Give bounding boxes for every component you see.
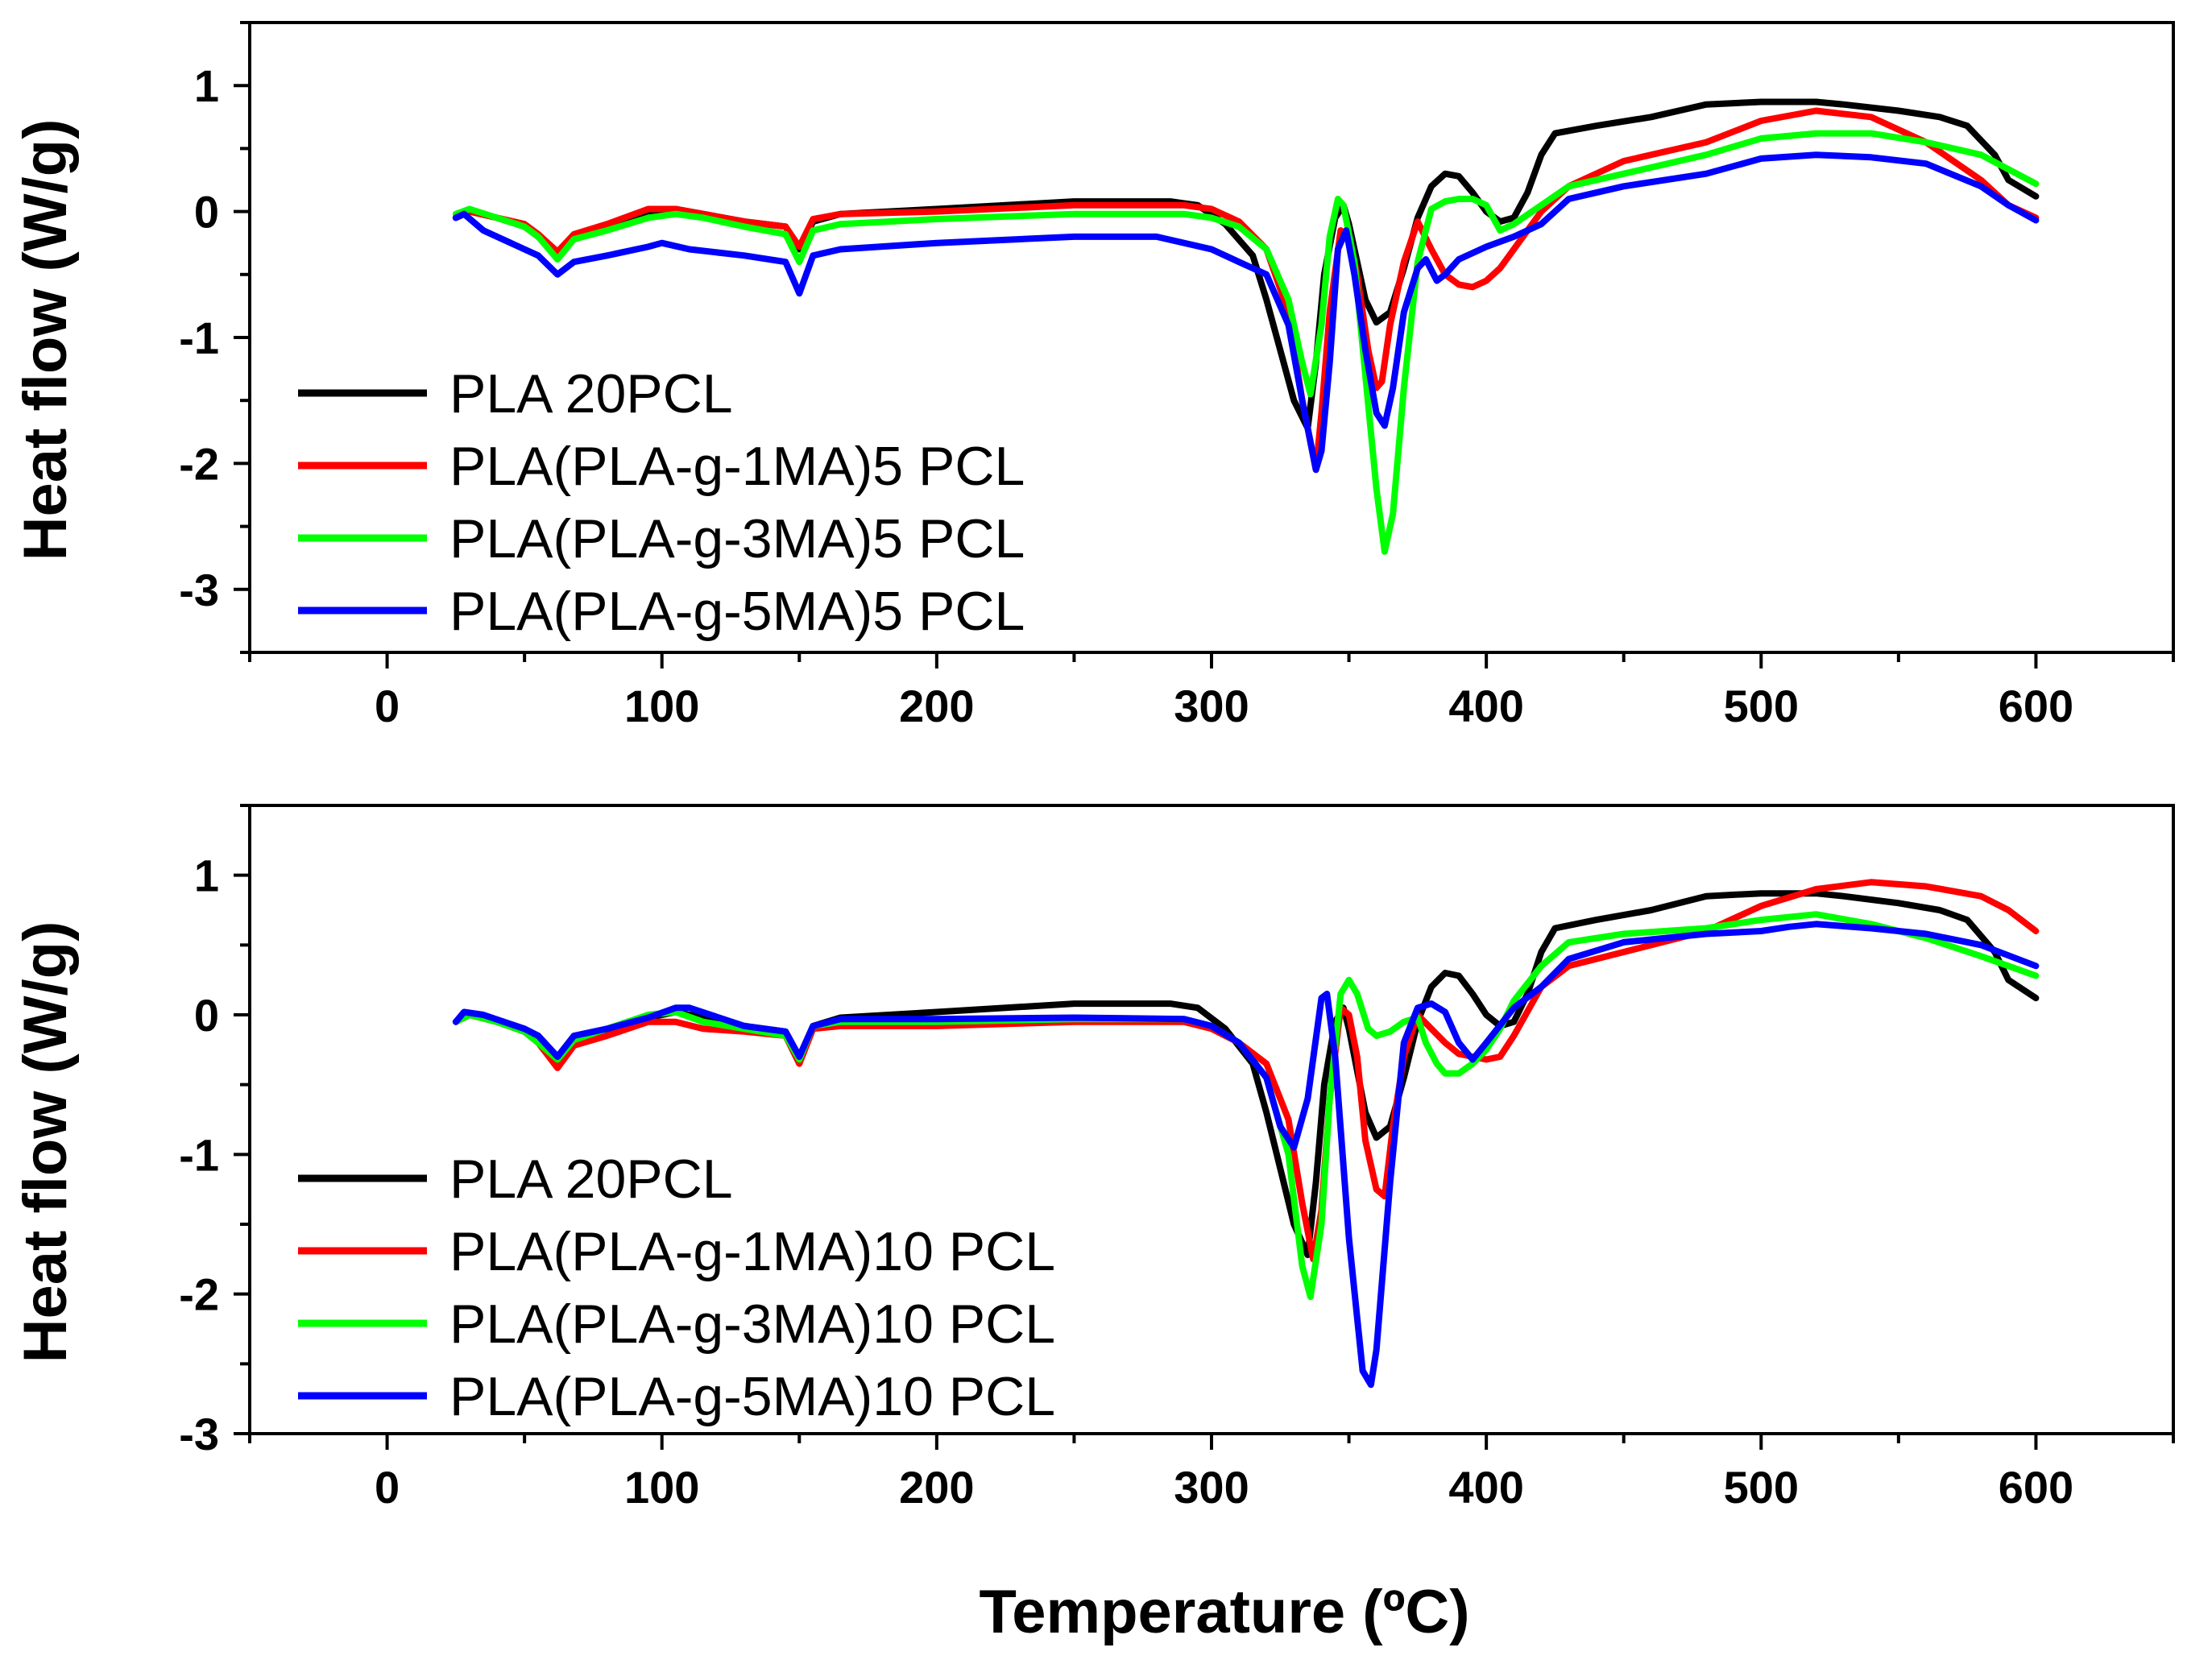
top-legend-label-2: PLA(PLA-g-1MA)5 PCL (449, 436, 1025, 497)
top-x-tick-label: 200 (899, 681, 974, 731)
bottom-y-tick-label: -3 (179, 1409, 219, 1459)
bottom-series-group (452, 879, 2040, 1389)
top-legend-label-3: PLA(PLA-g-3MA)5 PCL (449, 508, 1025, 569)
bottom-y-tick-label: 1 (194, 851, 219, 901)
top-x-tick-label: 400 (1448, 681, 1523, 731)
bottom-y-tick-label: 0 (194, 990, 219, 1041)
bottom-legend-label-2: PLA(PLA-g-1MA)10 PCL (449, 1221, 1055, 1282)
top-series-line-3 (452, 130, 2040, 555)
top-y-tick-label: -2 (179, 438, 219, 489)
top-legend-label-1: PLA 20PCL (449, 363, 733, 424)
top-x-tick-label: 100 (624, 681, 699, 731)
bottom-y-tick-label: -1 (179, 1129, 219, 1180)
bottom-legend-label-1: PLA 20PCL (449, 1149, 733, 1210)
bottom-x-tick-label: 100 (624, 1462, 699, 1513)
bottom-legend-label-4: PLA(PLA-g-5MA)10 PCL (449, 1366, 1055, 1427)
top-y-tick-label: -1 (179, 313, 219, 363)
top-legend-label-4: PLA(PLA-g-5MA)5 PCL (449, 581, 1025, 642)
top-y-tick-label: 0 (194, 187, 219, 238)
top-y-axis-title: Heat flow (W/g) (11, 119, 80, 561)
bottom-legend: PLA 20PCL PLA(PLA-g-1MA)10 PCL PLA(PLA-g… (298, 1149, 1055, 1427)
top-x-tick-label: 500 (1724, 681, 1799, 731)
top-x-tick-label: 0 (375, 681, 400, 731)
top-series-group (452, 98, 2040, 555)
top-y-tick-label: -3 (179, 565, 219, 615)
top-legend: PLA 20PCL PLA(PLA-g-1MA)5 PCL PLA(PLA-g-… (298, 363, 1025, 642)
top-ticks: 0 100 200 300 400 500 600 1 0 -1 -2 -3 (179, 21, 2175, 731)
top-x-tick-label: 600 (1999, 681, 2073, 731)
top-y-tick-label: 1 (194, 60, 219, 111)
top-panel: Heat flow (W/g) 0 100 200 300 400 500 600 1 0 -1 -… (11, 21, 2175, 731)
bottom-series-line-4 (452, 921, 2040, 1389)
bottom-plot-frame (248, 804, 2175, 1435)
bottom-y-axis-title: Heat flow (W/g) (11, 921, 80, 1364)
bottom-x-tick-label: 600 (1999, 1462, 2073, 1513)
top-x-tick-label: 300 (1174, 681, 1249, 731)
bottom-legend-label-3: PLA(PLA-g-3MA)10 PCL (449, 1294, 1055, 1355)
bottom-x-tick-label: 200 (899, 1462, 974, 1513)
x-axis-title: Temperature (ºC) (979, 1578, 1469, 1646)
bottom-ticks: 0 100 200 300 400 500 600 1 0 -1 -2 -3 (179, 804, 2175, 1513)
bottom-x-tick-label: 300 (1174, 1462, 1249, 1513)
bottom-x-tick-label: 400 (1448, 1462, 1523, 1513)
top-series-line-4 (452, 151, 2040, 474)
bottom-x-tick-label: 0 (375, 1462, 400, 1513)
bottom-y-tick-label: -2 (179, 1269, 219, 1320)
bottom-x-tick-label: 500 (1724, 1462, 1799, 1513)
bottom-panel: Heat flow (W/g) 0 100 200 300 400 500 600 1 0 -1 -… (11, 804, 2175, 1513)
top-plot-frame (248, 21, 2175, 654)
